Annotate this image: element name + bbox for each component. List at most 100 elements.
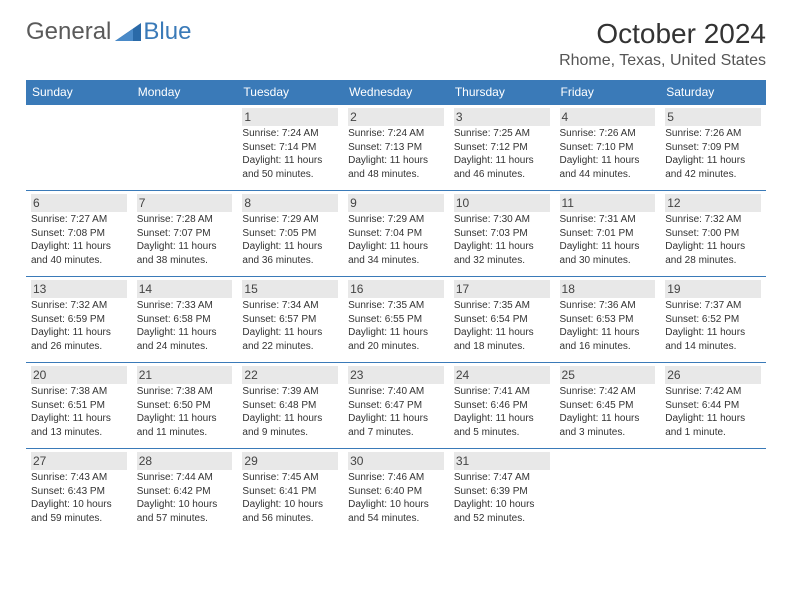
day-number: 9 — [348, 194, 444, 212]
day-header: Wednesday — [343, 80, 449, 105]
day-number: 14 — [137, 280, 233, 298]
sunrise-line: Sunrise: 7:29 AM — [242, 213, 338, 227]
day-number: 30 — [348, 452, 444, 470]
sunrise-line: Sunrise: 7:39 AM — [242, 385, 338, 399]
logo-triangle-icon — [115, 23, 141, 41]
sunrise-line: Sunrise: 7:31 AM — [560, 213, 656, 227]
sunrise-line: Sunrise: 7:28 AM — [137, 213, 233, 227]
day-number: 18 — [560, 280, 656, 298]
daylight-line: Daylight: 10 hours and 52 minutes. — [454, 498, 550, 525]
sunrise-line: Sunrise: 7:45 AM — [242, 471, 338, 485]
daylight-line: Daylight: 11 hours and 46 minutes. — [454, 154, 550, 181]
sunrise-line: Sunrise: 7:32 AM — [665, 213, 761, 227]
sunrise-line: Sunrise: 7:44 AM — [137, 471, 233, 485]
daylight-line: Daylight: 11 hours and 16 minutes. — [560, 326, 656, 353]
sunset-line: Sunset: 7:07 PM — [137, 227, 233, 241]
sunrise-line: Sunrise: 7:32 AM — [31, 299, 127, 313]
sunrise-line: Sunrise: 7:42 AM — [665, 385, 761, 399]
calendar-cell: 30Sunrise: 7:46 AMSunset: 6:40 PMDayligh… — [343, 449, 449, 535]
sunrise-line: Sunrise: 7:35 AM — [454, 299, 550, 313]
sunset-line: Sunset: 6:59 PM — [31, 313, 127, 327]
sunset-line: Sunset: 7:08 PM — [31, 227, 127, 241]
sunset-line: Sunset: 6:41 PM — [242, 485, 338, 499]
day-number: 5 — [665, 108, 761, 126]
daylight-line: Daylight: 11 hours and 36 minutes. — [242, 240, 338, 267]
day-number: 4 — [560, 108, 656, 126]
day-number: 7 — [137, 194, 233, 212]
sunset-line: Sunset: 6:52 PM — [665, 313, 761, 327]
daylight-line: Daylight: 11 hours and 20 minutes. — [348, 326, 444, 353]
day-number: 15 — [242, 280, 338, 298]
daylight-line: Daylight: 11 hours and 48 minutes. — [348, 154, 444, 181]
daylight-line: Daylight: 11 hours and 5 minutes. — [454, 412, 550, 439]
calendar-cell: 25Sunrise: 7:42 AMSunset: 6:45 PMDayligh… — [555, 363, 661, 449]
sunset-line: Sunset: 6:50 PM — [137, 399, 233, 413]
daylight-line: Daylight: 11 hours and 44 minutes. — [560, 154, 656, 181]
sunset-line: Sunset: 7:09 PM — [665, 141, 761, 155]
sunset-line: Sunset: 7:00 PM — [665, 227, 761, 241]
calendar-body: 1Sunrise: 7:24 AMSunset: 7:14 PMDaylight… — [26, 105, 766, 535]
daylight-line: Daylight: 11 hours and 3 minutes. — [560, 412, 656, 439]
sunset-line: Sunset: 6:47 PM — [348, 399, 444, 413]
sunrise-line: Sunrise: 7:26 AM — [560, 127, 656, 141]
day-number: 8 — [242, 194, 338, 212]
sunrise-line: Sunrise: 7:46 AM — [348, 471, 444, 485]
daylight-line: Daylight: 11 hours and 38 minutes. — [137, 240, 233, 267]
sunset-line: Sunset: 7:05 PM — [242, 227, 338, 241]
day-number: 2 — [348, 108, 444, 126]
calendar-cell: 27Sunrise: 7:43 AMSunset: 6:43 PMDayligh… — [26, 449, 132, 535]
day-number: 17 — [454, 280, 550, 298]
calendar-cell: 9Sunrise: 7:29 AMSunset: 7:04 PMDaylight… — [343, 191, 449, 277]
calendar-cell: 26Sunrise: 7:42 AMSunset: 6:44 PMDayligh… — [660, 363, 766, 449]
sunrise-line: Sunrise: 7:38 AM — [137, 385, 233, 399]
daylight-line: Daylight: 11 hours and 28 minutes. — [665, 240, 761, 267]
day-header: Sunday — [26, 80, 132, 105]
sunset-line: Sunset: 7:14 PM — [242, 141, 338, 155]
calendar-row: 27Sunrise: 7:43 AMSunset: 6:43 PMDayligh… — [26, 449, 766, 535]
calendar-cell: 24Sunrise: 7:41 AMSunset: 6:46 PMDayligh… — [449, 363, 555, 449]
calendar-cell — [26, 105, 132, 191]
sunset-line: Sunset: 7:10 PM — [560, 141, 656, 155]
daylight-line: Daylight: 10 hours and 57 minutes. — [137, 498, 233, 525]
sunrise-line: Sunrise: 7:40 AM — [348, 385, 444, 399]
sunrise-line: Sunrise: 7:34 AM — [242, 299, 338, 313]
daylight-line: Daylight: 11 hours and 9 minutes. — [242, 412, 338, 439]
sunrise-line: Sunrise: 7:30 AM — [454, 213, 550, 227]
sunrise-line: Sunrise: 7:42 AM — [560, 385, 656, 399]
daylight-line: Daylight: 10 hours and 54 minutes. — [348, 498, 444, 525]
sunrise-line: Sunrise: 7:37 AM — [665, 299, 761, 313]
calendar-cell: 28Sunrise: 7:44 AMSunset: 6:42 PMDayligh… — [132, 449, 238, 535]
day-number: 3 — [454, 108, 550, 126]
calendar-table: SundayMondayTuesdayWednesdayThursdayFrid… — [26, 80, 766, 535]
daylight-line: Daylight: 11 hours and 40 minutes. — [31, 240, 127, 267]
sunset-line: Sunset: 6:43 PM — [31, 485, 127, 499]
sunset-line: Sunset: 6:51 PM — [31, 399, 127, 413]
sunset-line: Sunset: 6:57 PM — [242, 313, 338, 327]
calendar-cell: 14Sunrise: 7:33 AMSunset: 6:58 PMDayligh… — [132, 277, 238, 363]
sunrise-line: Sunrise: 7:24 AM — [348, 127, 444, 141]
sunset-line: Sunset: 6:58 PM — [137, 313, 233, 327]
daylight-line: Daylight: 11 hours and 1 minute. — [665, 412, 761, 439]
calendar-row: 6Sunrise: 7:27 AMSunset: 7:08 PMDaylight… — [26, 191, 766, 277]
daylight-line: Daylight: 11 hours and 13 minutes. — [31, 412, 127, 439]
calendar-cell: 10Sunrise: 7:30 AMSunset: 7:03 PMDayligh… — [449, 191, 555, 277]
calendar-cell: 4Sunrise: 7:26 AMSunset: 7:10 PMDaylight… — [555, 105, 661, 191]
sunset-line: Sunset: 7:04 PM — [348, 227, 444, 241]
sunrise-line: Sunrise: 7:24 AM — [242, 127, 338, 141]
day-number: 23 — [348, 366, 444, 384]
sunset-line: Sunset: 6:42 PM — [137, 485, 233, 499]
calendar-cell: 31Sunrise: 7:47 AMSunset: 6:39 PMDayligh… — [449, 449, 555, 535]
sunrise-line: Sunrise: 7:43 AM — [31, 471, 127, 485]
daylight-line: Daylight: 11 hours and 50 minutes. — [242, 154, 338, 181]
logo-word1: General — [26, 18, 111, 46]
sunrise-line: Sunrise: 7:25 AM — [454, 127, 550, 141]
calendar-cell — [132, 105, 238, 191]
daylight-line: Daylight: 11 hours and 22 minutes. — [242, 326, 338, 353]
calendar-cell: 21Sunrise: 7:38 AMSunset: 6:50 PMDayligh… — [132, 363, 238, 449]
daylight-line: Daylight: 11 hours and 24 minutes. — [137, 326, 233, 353]
day-header: Friday — [555, 80, 661, 105]
day-number: 20 — [31, 366, 127, 384]
sunrise-line: Sunrise: 7:47 AM — [454, 471, 550, 485]
daylight-line: Daylight: 11 hours and 32 minutes. — [454, 240, 550, 267]
day-number: 26 — [665, 366, 761, 384]
